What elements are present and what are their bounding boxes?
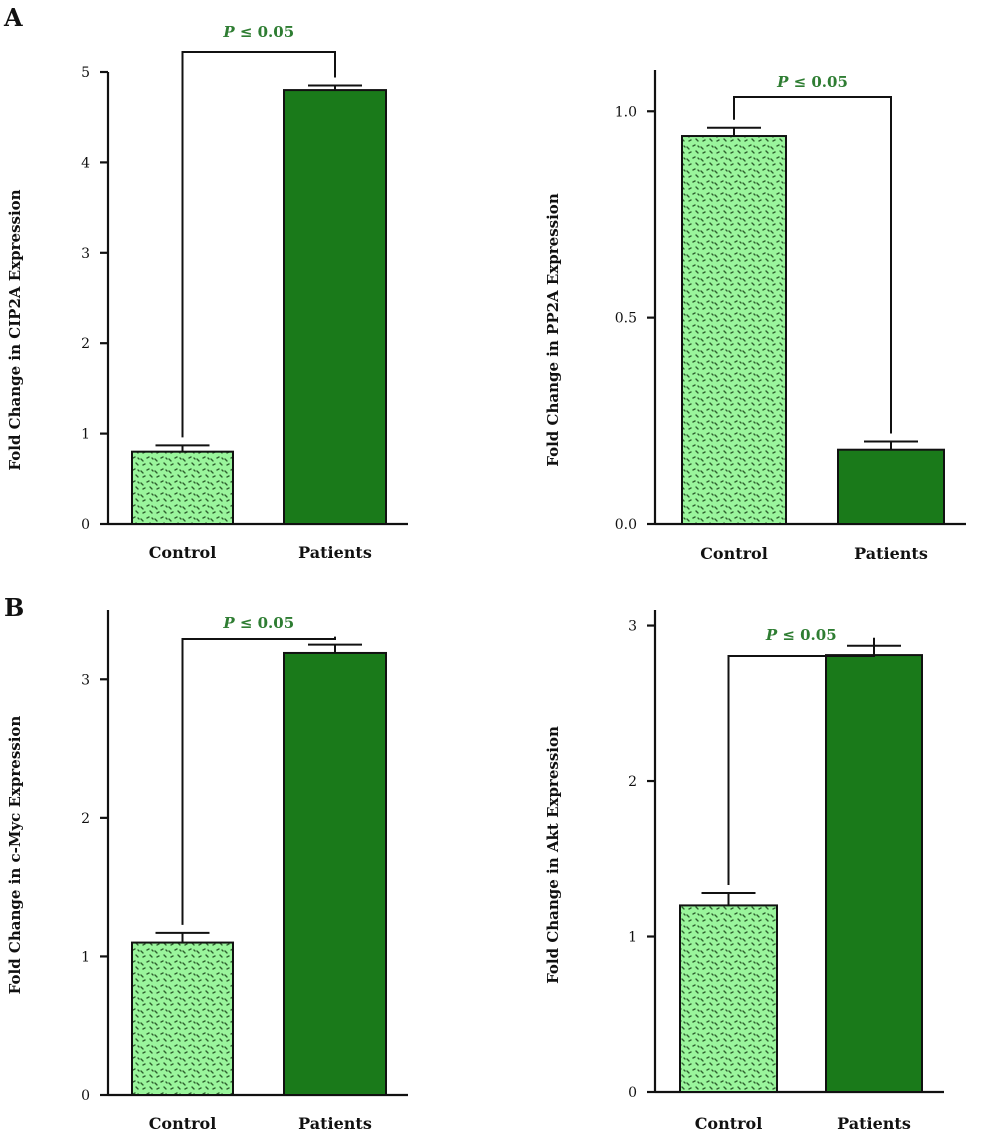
bar-control bbox=[131, 941, 234, 1096]
y-tick-label: 0 bbox=[81, 1088, 90, 1104]
y-tick-label: 0 bbox=[628, 1085, 637, 1101]
y-axis-label: Fold Change in c-Myc Expression bbox=[6, 716, 24, 995]
significance-bracket bbox=[733, 96, 892, 434]
y-tick-label: 2 bbox=[628, 774, 637, 790]
significance-p: P bbox=[222, 23, 235, 41]
significance-p: P bbox=[776, 73, 789, 91]
category-label-patients: Patients bbox=[837, 1114, 911, 1133]
significance-label: P ≤ 0.05 bbox=[222, 23, 294, 41]
significance-bracket bbox=[727, 637, 875, 885]
bar-patients bbox=[837, 448, 945, 525]
y-axis-label: Fold Change in CIP2A Expression bbox=[6, 189, 24, 470]
y-tick-label: 3 bbox=[81, 246, 90, 262]
y-tick-label: 0.0 bbox=[615, 517, 637, 533]
bar-patients bbox=[283, 651, 387, 1096]
category-label-control: Control bbox=[700, 544, 768, 563]
significance-threshold: ≤ 0.05 bbox=[235, 23, 295, 41]
category-label-patients: Patients bbox=[854, 544, 928, 563]
y-tick-label: 0 bbox=[81, 517, 90, 533]
significance-bracket bbox=[181, 51, 336, 438]
significance-label: P ≤ 0.05 bbox=[222, 614, 294, 632]
significance-bracket bbox=[181, 636, 336, 925]
category-label-control: Control bbox=[149, 543, 217, 562]
y-tick-label: 3 bbox=[628, 619, 637, 635]
significance-p: P bbox=[222, 614, 235, 632]
y-tick-label: 1 bbox=[81, 427, 90, 443]
chart-3: 0 1 2 3 Fold Change in c-Myc Expression Contr… bbox=[6, 610, 408, 1133]
y-axis-label: Fold Change in PP2A Expression bbox=[544, 193, 562, 467]
category-label-patients: Patients bbox=[298, 1114, 372, 1133]
category-label-control: Control bbox=[695, 1114, 763, 1133]
y-tick-label: 2 bbox=[81, 336, 90, 352]
bar-control bbox=[681, 135, 787, 525]
significance-p: P bbox=[765, 626, 778, 644]
bar-control bbox=[679, 904, 778, 1094]
y-tick-label: 1 bbox=[628, 930, 637, 946]
chart-2: 0.0 0.5 1.0 Fold Change in PP2A Expression C… bbox=[544, 70, 966, 563]
charts-layer: 0 1 2 3 4 5 Fold Change in CIP2A Expression Con… bbox=[6, 23, 966, 1133]
y-tick-label: 0.5 bbox=[615, 311, 637, 327]
y-tick-label: 1 bbox=[81, 949, 90, 965]
bar-patients bbox=[283, 89, 387, 526]
y-tick-label: 5 bbox=[81, 65, 90, 81]
y-tick-label: 4 bbox=[81, 155, 90, 171]
bar-patients bbox=[825, 654, 923, 1093]
significance-label: P ≤ 0.05 bbox=[776, 73, 848, 91]
chart-1: 0 1 2 3 4 5 Fold Change in CIP2A Expression Con… bbox=[6, 23, 408, 562]
y-tick-label: 3 bbox=[81, 672, 90, 688]
significance-threshold: ≤ 0.05 bbox=[777, 626, 837, 644]
significance-threshold: ≤ 0.05 bbox=[788, 73, 848, 91]
category-label-control: Control bbox=[149, 1114, 217, 1133]
significance-label: P ≤ 0.05 bbox=[765, 626, 837, 644]
y-tick-label: 1.0 bbox=[615, 104, 637, 120]
panel-label-a: A bbox=[3, 3, 23, 32]
bar-control bbox=[131, 450, 234, 525]
y-tick-label: 2 bbox=[81, 811, 90, 827]
panel-label-b: B bbox=[4, 593, 24, 622]
category-label-patients: Patients bbox=[298, 543, 372, 562]
chart-4: 0 1 2 3 Fold Change in Akt Expression Control… bbox=[544, 610, 944, 1133]
significance-threshold: ≤ 0.05 bbox=[235, 614, 295, 632]
y-axis-label: Fold Change in Akt Expression bbox=[544, 726, 562, 984]
